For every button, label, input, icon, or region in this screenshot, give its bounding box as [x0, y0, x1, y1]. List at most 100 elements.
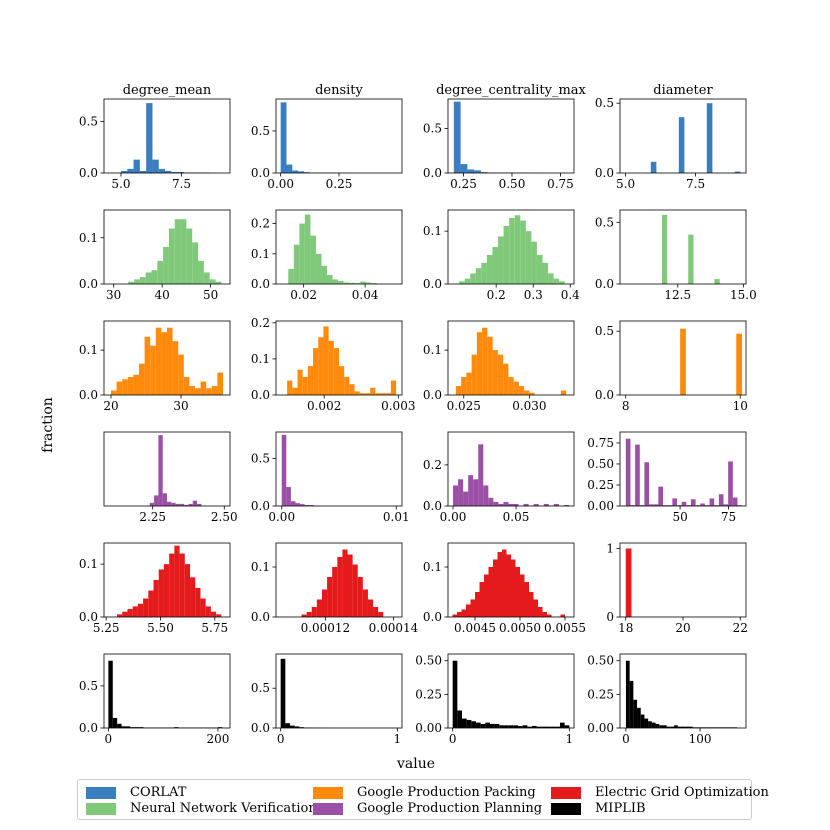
- x-tick-label-electric-grid-optimization-degree-centrality-max-2: 0.0055: [544, 621, 586, 635]
- panel-frame-electric-grid-optimization-degree-mean: [103, 542, 231, 618]
- bar-google-production-packing-degree-centrality-max-7: [492, 350, 498, 395]
- bar-neural-network-verification-degree-centrality-max-5: [486, 254, 493, 284]
- panel-frame-google-production-planning-density: [275, 431, 403, 507]
- bar-miplib-degree-centrality-max-7: [485, 722, 490, 728]
- legend-swatch-miplib: [551, 803, 581, 815]
- bar-miplib-degree-mean-6: [134, 727, 140, 728]
- bar-google-production-packing-degree-centrality-max-2: [466, 372, 472, 395]
- legend-label-neural-network-verification: Neural Network Verification: [130, 801, 317, 816]
- panel-google-production-packing-degree-mean: 20 30 0.0 0.1: [79, 320, 231, 413]
- bar-google-production-planning-density-4: [300, 504, 305, 506]
- bar-corlat-degree-mean-1: [127, 168, 134, 173]
- bar-neural-network-verification-degree-mean-6: [163, 247, 169, 284]
- bar-electric-grid-optimization-degree-mean-12: [179, 553, 185, 617]
- x-tick-label-google-production-packing-density-1: 0.003: [381, 399, 415, 413]
- y-tick-label-neural-network-verification-degree-mean-1: 0.1: [79, 231, 98, 245]
- bar-miplib-diameter-0: [625, 660, 630, 728]
- bar-neural-network-verification-density-1: [293, 244, 300, 284]
- bar-miplib-degree-mean-7: [139, 727, 144, 728]
- bar-google-production-packing-degree-centrality-max-4: [476, 332, 483, 395]
- x-tick-label-google-production-planning-degree-centrality-max-0: 0.00: [440, 510, 467, 524]
- bar-miplib-diameter-10: [662, 725, 667, 728]
- bar-miplib-diameter-13: [674, 725, 678, 728]
- bar-google-production-packing-density-7: [323, 326, 329, 395]
- bar-electric-grid-optimization-degree-centrality-max-21: [547, 614, 552, 617]
- x-tick-label-neural-network-verification-diameter-0: 12.5: [664, 288, 691, 302]
- x-tick-label-miplib-degree-mean-0: 0: [105, 732, 113, 746]
- x-tick-label-google-production-planning-diameter-1: 75: [721, 510, 736, 524]
- bar-miplib-diameter-11: [666, 726, 671, 728]
- x-tick-label-google-production-planning-density-1: 0.01: [383, 510, 410, 524]
- y-tick-label-corlat-diameter-1: 0.5: [595, 96, 614, 110]
- bar-google-production-planning-diameter-21: [723, 504, 729, 506]
- bar-electric-grid-optimization-diameter-0: [625, 548, 632, 617]
- bar-google-production-planning-degree-centrality-max-3: [468, 475, 474, 506]
- x-tick-label-electric-grid-optimization-density-1: 0.00014: [369, 621, 419, 635]
- bar-google-production-planning-diameter-22: [728, 461, 733, 506]
- bar-miplib-diameter-7: [651, 722, 656, 728]
- bar-google-production-packing-density-14: [359, 393, 365, 395]
- bar-google-production-packing-degree-centrality-max-15: [560, 390, 567, 395]
- bar-google-production-planning-diameter-2: [635, 444, 640, 506]
- x-tick-label-corlat-diameter-1: 7.5: [686, 177, 705, 191]
- bar-neural-network-verification-degree-mean-8: [174, 219, 181, 284]
- bar-google-production-planning-density-6: [309, 505, 314, 506]
- bar-google-production-packing-density-9: [333, 348, 339, 395]
- bar-google-production-planning-degree-centrality-max-9: [498, 503, 504, 506]
- bar-miplib-diameter-15: [681, 726, 686, 728]
- bar-electric-grid-optimization-density-10: [352, 564, 358, 617]
- bar-electric-grid-optimization-density-9: [347, 554, 353, 617]
- y-tick-label-google-production-planning-diameter-2: 0.50: [587, 457, 614, 471]
- x-tick-label-neural-network-verification-degree-mean-0: 30: [106, 288, 121, 302]
- bar-neural-network-verification-degree-centrality-max-1: [464, 278, 471, 284]
- bar-electric-grid-optimization-degree-mean-8: [158, 569, 164, 617]
- bar-neural-network-verification-degree-mean-5: [157, 260, 164, 285]
- bar-google-production-packing-degree-centrality-max-1: [461, 377, 467, 395]
- bar-electric-grid-optimization-degree-centrality-max-13: [511, 559, 516, 617]
- bar-electric-grid-optimization-degree-centrality-max-19: [538, 607, 543, 617]
- bar-electric-grid-optimization-density-3: [316, 599, 322, 617]
- bar-neural-network-verification-density-7: [327, 274, 333, 284]
- bar-google-production-planning-diameter-0: [625, 438, 631, 506]
- bar-google-production-packing-density-3: [302, 376, 308, 395]
- x-tick-label-google-production-packing-density-0: 0.002: [307, 399, 341, 413]
- bar-miplib-diameter-17: [688, 726, 693, 728]
- panel-google-production-packing-density: 0.002 0.003 0.0 0.1 0.2: [251, 316, 416, 413]
- bar-electric-grid-optimization-degree-centrality-max-6: [479, 582, 484, 617]
- x-tick-label-google-production-packing-diameter-0: 8: [622, 399, 630, 413]
- bar-google-production-packing-density-20: [390, 380, 397, 395]
- panel-google-production-planning-degree-mean: 2.25 2.50: [103, 431, 238, 524]
- bar-electric-grid-optimization-degree-centrality-max-14: [515, 567, 520, 617]
- x-tick-label-google-production-packing-degree-centrality-max-1: 0.030: [512, 399, 546, 413]
- bar-google-production-packing-density-6: [318, 337, 324, 395]
- x-tick-label-corlat-degree-centrality-max-1: 0.50: [499, 177, 526, 191]
- bar-miplib-degree-centrality-max-12: [508, 725, 514, 728]
- bar-google-production-planning-degree-centrality-max-1: [458, 479, 464, 506]
- bar-miplib-diameter-16: [685, 726, 689, 728]
- panel-neural-network-verification-diameter: 12.5 15.0 0.0 0.5: [595, 209, 757, 302]
- panel-frame-google-production-packing-degree-mean: [103, 320, 231, 396]
- y-tick-label-google-production-planning-density-1: 0.5: [251, 452, 270, 466]
- x-tick-label-electric-grid-optimization-degree-centrality-max-1: 0.0050: [499, 621, 541, 635]
- bar-google-production-planning-degree-centrality-max-4: [473, 479, 479, 506]
- bar-neural-network-verification-degree-centrality-max-9: [509, 217, 515, 284]
- bar-google-production-packing-degree-centrality-max-8: [497, 354, 504, 395]
- bar-electric-grid-optimization-density-15: [378, 612, 384, 617]
- bar-electric-grid-optimization-density-6: [332, 567, 338, 617]
- bar-google-production-planning-diameter-4: [644, 462, 650, 506]
- bar-miplib-degree-centrality-max-20: [546, 726, 551, 728]
- x-tick-label-google-production-packing-diameter-1: 10: [733, 399, 748, 413]
- bar-miplib-diameter-9: [659, 725, 663, 728]
- bar-google-production-planning-degree-centrality-max-12: [513, 503, 519, 506]
- bar-google-production-planning-degree-centrality-max-17: [563, 504, 569, 506]
- y-tick-label-neural-network-verification-density-0: 0.0: [251, 277, 270, 291]
- bar-google-production-packing-density-13: [354, 391, 360, 395]
- bar-google-production-packing-density-10: [339, 366, 345, 395]
- bar-miplib-degree-mean-15: [174, 727, 179, 728]
- bar-google-production-planning-degree-mean-6: [175, 503, 180, 506]
- y-tick-label-miplib-degree-centrality-max-0: 0.00: [415, 721, 442, 735]
- y-tick-label-google-production-packing-degree-centrality-max-0: 0.0: [423, 388, 442, 402]
- bar-electric-grid-optimization-degree-centrality-max-17: [529, 592, 534, 617]
- bar-google-production-packing-density-19: [385, 393, 391, 395]
- x-tick-label-electric-grid-optimization-density-0: 0.00012: [301, 621, 351, 635]
